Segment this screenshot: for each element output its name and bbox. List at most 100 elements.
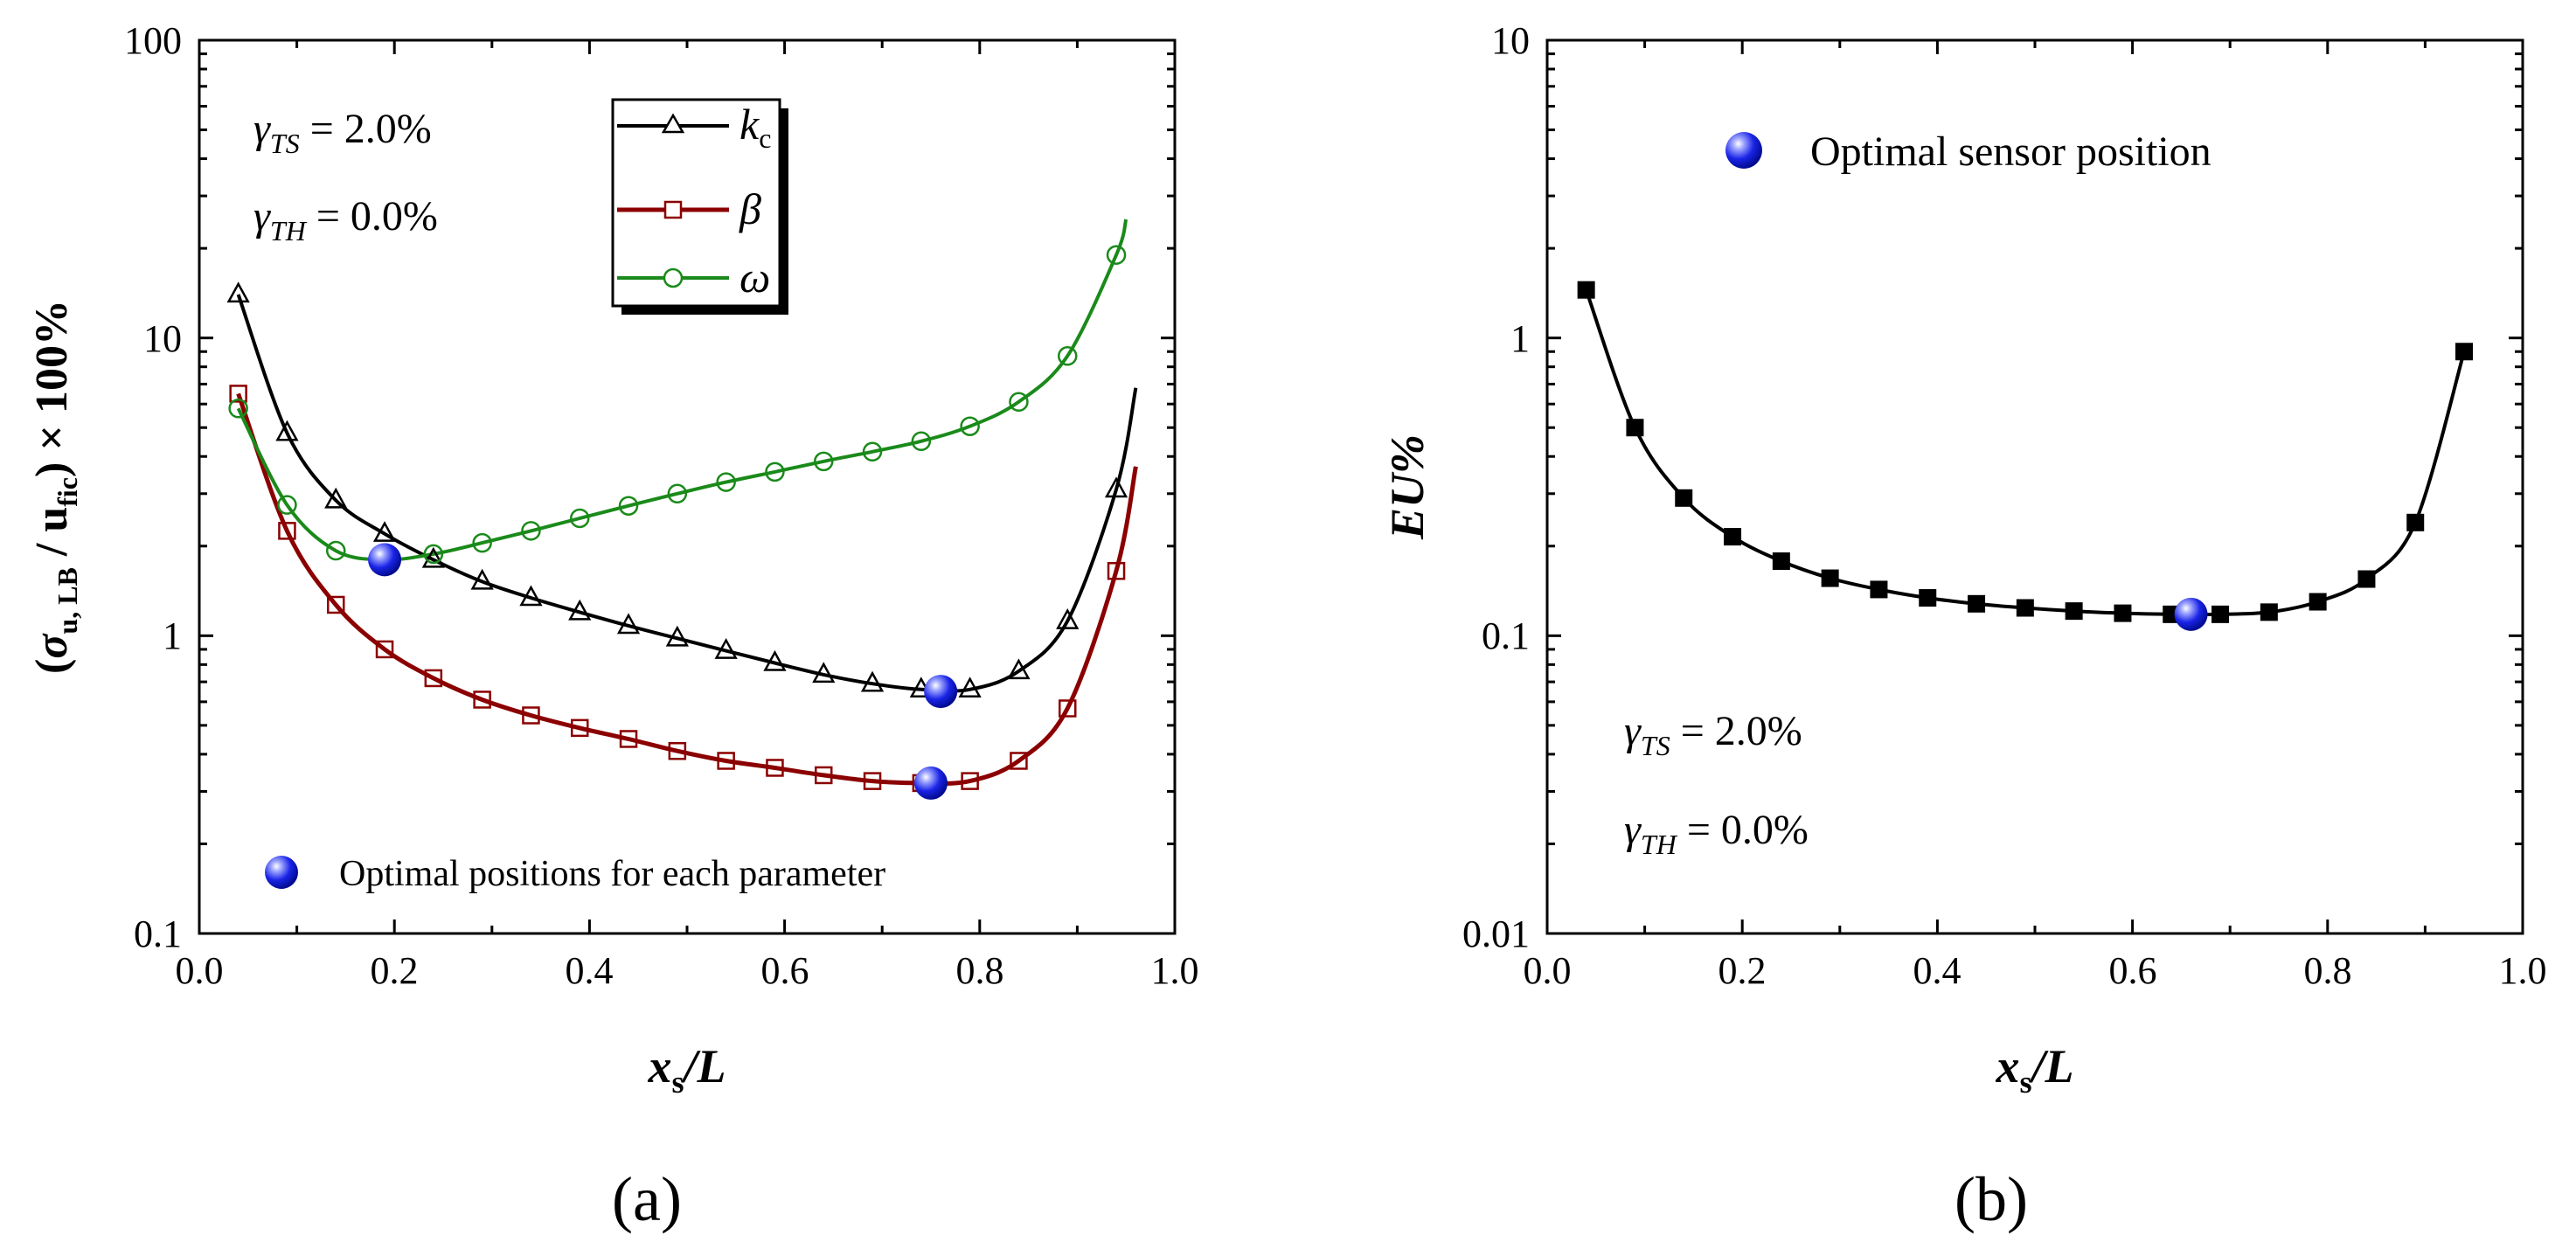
panel-a-y-tick-labels: 0.1 1 10 100	[124, 19, 182, 955]
data-point-omega	[1057, 346, 1078, 366]
data-point-EU	[2016, 599, 2034, 617]
panel-a-ytick-label: 100	[124, 19, 182, 62]
data-point-EU	[2406, 513, 2425, 531]
data-point-omega	[423, 544, 444, 565]
data-point-beta	[717, 752, 735, 770]
panel-a-optimal-legend-marker	[265, 856, 298, 889]
panel-a-ytick-label: 0.1	[134, 913, 182, 955]
data-point-kc	[372, 521, 397, 542]
panel-b-x-tick-labels: 0.0 0.2 0.4 0.6 0.8 1.0	[1524, 949, 2547, 992]
legend-kc-label: kc	[739, 100, 771, 154]
optimal-point-EU	[2174, 597, 2208, 631]
panel-a-gamma-th-annotation: γTH = 0.0%	[253, 193, 438, 246]
data-point-beta	[814, 766, 833, 785]
data-point-beta	[619, 730, 638, 748]
panel-b-xtick-label: 0.2	[1718, 949, 1767, 992]
panel-a-optimal-points	[368, 543, 958, 800]
series-line-kc	[236, 294, 1138, 693]
optimal-point-kc	[924, 675, 958, 709]
data-point-omega	[325, 540, 346, 561]
data-point-omega	[862, 441, 883, 462]
data-point-omega	[569, 508, 590, 529]
panel-a-label: (a)	[612, 1164, 682, 1234]
legend-kc-marker	[661, 113, 685, 134]
legend-beta-marker	[663, 200, 683, 219]
panel-b-y-tick-labels: 0.01 0.1 1 10	[1462, 19, 1530, 955]
panel-b-ytick-label: 1	[1510, 317, 1530, 360]
panel-b-xtick-label: 0.6	[2109, 949, 2157, 992]
data-point-kc	[958, 677, 982, 698]
data-point-kc	[1007, 658, 1031, 680]
panel-b-ticks	[1545, 40, 2524, 935]
data-point-omega	[472, 532, 492, 553]
panel-b-xtick-label: 0.8	[2304, 949, 2352, 992]
data-point-EU	[1968, 594, 1986, 613]
panel-a: 0.0 0.2 0.4 0.6 0.8 1.0 0.1 1 10 100 γTS…	[27, 19, 1199, 1234]
data-point-EU	[1919, 589, 1937, 607]
panel-a-xtick-label: 0.2	[371, 949, 419, 992]
panel-a-y-axis-title: (σu, LB / ufic) × 100%	[27, 300, 83, 674]
panel-b-gamma-th-annotation: γTH = 0.0%	[1624, 807, 1809, 860]
data-point-kc	[519, 585, 543, 607]
data-point-EU	[2114, 604, 2132, 622]
panel-b-x-axis-title: xs/L	[1995, 1040, 2073, 1100]
panel-a-ytick-label: 10	[143, 317, 182, 360]
data-point-omega	[667, 483, 688, 504]
data-point-EU	[2309, 593, 2327, 611]
panel-a-ytick-label: 1	[163, 614, 182, 657]
data-point-beta	[1058, 699, 1077, 718]
data-point-EU	[1724, 528, 1742, 546]
data-point-EU	[2260, 603, 2278, 621]
data-point-beta	[473, 690, 491, 709]
data-point-kc	[1056, 607, 1080, 629]
panel-a-optimal-legend: Optimal positions for each parameter	[265, 854, 885, 894]
data-point-EU	[2065, 602, 2083, 621]
data-point-omega	[618, 496, 639, 516]
panel-b: 0.0 0.2 0.4 0.6 0.8 1.0 0.01 0.1 1 10 Op…	[1381, 19, 2547, 1234]
data-point-kc	[665, 625, 689, 647]
data-point-EU	[1821, 569, 1839, 587]
data-point-beta	[668, 741, 687, 760]
data-point-omega	[1009, 392, 1029, 413]
panel-a-xtick-label: 0.0	[176, 949, 224, 992]
data-point-beta	[522, 706, 540, 725]
data-point-beta	[278, 522, 296, 540]
data-point-kc	[616, 613, 641, 635]
panel-b-optimal-points	[2174, 597, 2208, 631]
data-point-omega	[765, 461, 785, 482]
panel-b-optimal-legend-label: Optimal sensor position	[1810, 128, 2211, 175]
data-point-beta	[326, 595, 345, 614]
data-point-omega	[521, 521, 541, 541]
data-point-EU	[1870, 580, 1888, 599]
data-point-omega	[911, 431, 932, 452]
legend-omega-label: ω	[739, 253, 770, 302]
data-point-EU	[1772, 552, 1790, 571]
panel-a-x-axis-title: xs/L	[647, 1040, 726, 1100]
panel-b-y-axis-title: EU%	[1381, 434, 1434, 540]
data-point-EU	[2357, 570, 2376, 588]
data-point-beta	[375, 640, 394, 659]
panel-b-optimal-legend: Optimal sensor position	[1725, 128, 2211, 175]
panel-b-label: (b)	[1955, 1164, 2028, 1234]
data-point-kc	[1104, 476, 1128, 498]
data-point-kc	[860, 670, 885, 692]
panel-a-legend-box	[611, 98, 781, 308]
panel-a-xtick-label: 0.4	[566, 949, 614, 992]
data-point-beta	[570, 718, 589, 738]
data-point-beta	[1010, 752, 1028, 770]
data-point-kc	[568, 599, 592, 621]
panel-b-markers	[1577, 281, 2474, 623]
data-point-omega	[813, 451, 834, 472]
panel-b-xtick-label: 0.0	[1524, 949, 1572, 992]
series-line-beta	[236, 392, 1138, 786]
data-point-kc	[714, 637, 738, 659]
data-point-beta	[863, 772, 882, 790]
panel-b-xtick-label: 1.0	[2499, 949, 2547, 992]
data-point-omega	[716, 472, 736, 492]
panel-a-xtick-label: 0.6	[761, 949, 809, 992]
data-point-EU	[2455, 343, 2474, 361]
data-point-beta	[229, 385, 247, 403]
series-line-EU	[1584, 289, 2466, 617]
data-point-kc	[275, 420, 299, 441]
